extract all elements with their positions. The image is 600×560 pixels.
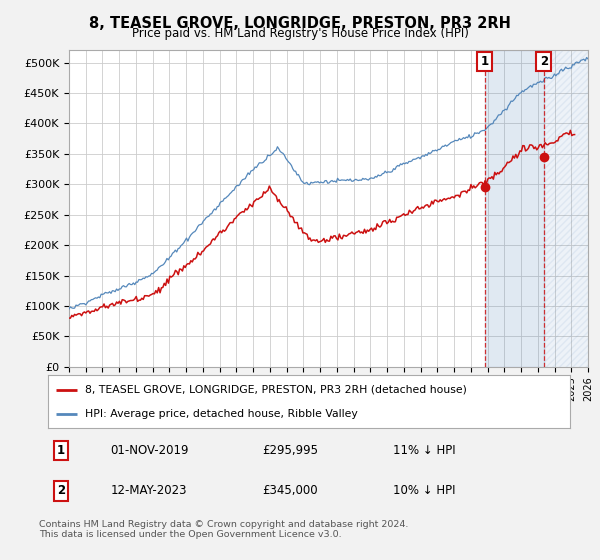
Text: 1: 1 [57,444,65,457]
Text: £295,995: £295,995 [262,444,318,457]
Bar [485,50,544,367]
Text: 1: 1 [481,55,489,68]
Text: 8, TEASEL GROVE, LONGRIDGE, PRESTON, PR3 2RH (detached house): 8, TEASEL GROVE, LONGRIDGE, PRESTON, PR3… [85,385,466,395]
Text: 10% ↓ HPI: 10% ↓ HPI [392,484,455,497]
Text: 01-NOV-2019: 01-NOV-2019 [110,444,189,457]
Text: Contains HM Land Registry data © Crown copyright and database right 2024.
This d: Contains HM Land Registry data © Crown c… [39,520,409,539]
Text: Price paid vs. HM Land Registry's House Price Index (HPI): Price paid vs. HM Land Registry's House … [131,27,469,40]
Text: 8, TEASEL GROVE, LONGRIDGE, PRESTON, PR3 2RH: 8, TEASEL GROVE, LONGRIDGE, PRESTON, PR3… [89,16,511,31]
Text: 2: 2 [540,55,548,68]
Text: £345,000: £345,000 [262,484,317,497]
Bar [544,50,588,367]
Text: HPI: Average price, detached house, Ribble Valley: HPI: Average price, detached house, Ribb… [85,409,357,419]
Text: 12-MAY-2023: 12-MAY-2023 [110,484,187,497]
Text: 2: 2 [57,484,65,497]
Text: 11% ↓ HPI: 11% ↓ HPI [392,444,455,457]
